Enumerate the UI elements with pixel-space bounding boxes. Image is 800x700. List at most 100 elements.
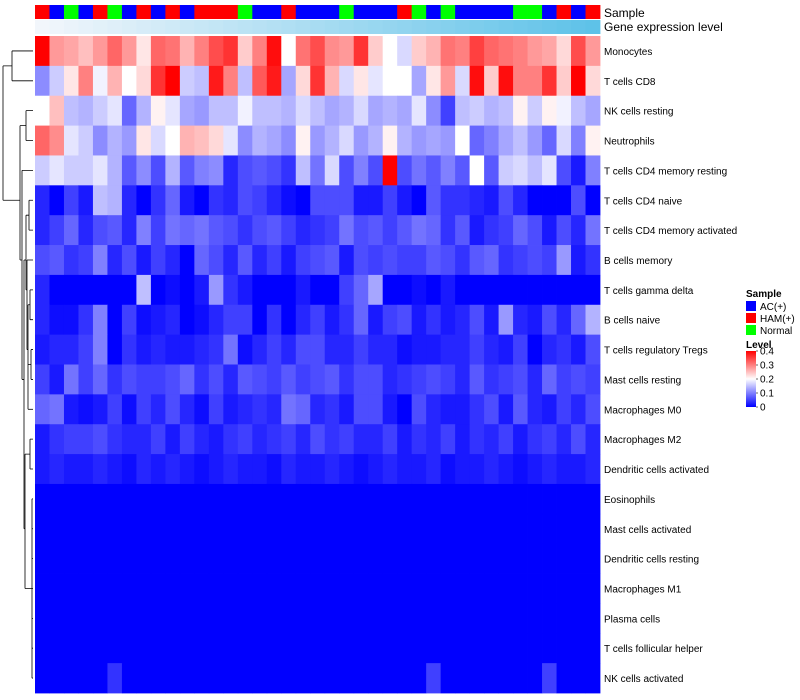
expression-cell <box>266 20 282 34</box>
heatmap-cell <box>469 573 485 604</box>
sample-cell <box>527 5 543 19</box>
heatmap-cell <box>121 513 137 545</box>
heatmap-cell <box>310 394 326 425</box>
heatmap-cell <box>136 304 152 336</box>
heatmap-cell <box>78 633 94 664</box>
heatmap-cell <box>35 483 50 515</box>
heatmap-cell <box>426 394 442 425</box>
expression-cell <box>107 20 123 34</box>
heatmap-cell <box>281 245 297 276</box>
heatmap-cell <box>585 543 601 574</box>
heatmap-cell <box>63 573 79 604</box>
heatmap-cell <box>426 304 442 336</box>
heatmap-cell <box>542 424 557 455</box>
heatmap-cell <box>382 65 398 97</box>
heatmap-cell <box>585 663 601 694</box>
heatmap-cell <box>194 155 210 186</box>
heatmap-cell <box>339 394 355 425</box>
row-label: NK cells resting <box>604 107 673 118</box>
heatmap-cell <box>136 65 152 97</box>
heatmap-cell <box>527 125 543 156</box>
dendrogram-branch <box>19 125 26 261</box>
heatmap-cell <box>353 454 369 485</box>
heatmap-cell <box>194 394 210 425</box>
heatmap-cell <box>194 483 210 515</box>
heatmap-cell <box>571 215 586 246</box>
heatmap-cell <box>165 334 181 365</box>
sample-cell <box>469 5 485 19</box>
heatmap-cell <box>426 603 442 634</box>
heatmap-cell <box>310 215 326 246</box>
heatmap-cell <box>121 424 137 455</box>
heatmap-cell <box>527 424 543 455</box>
row-label: Mast cells resting <box>604 375 681 386</box>
heatmap-cell <box>281 573 297 604</box>
heatmap-cell <box>266 483 282 515</box>
heatmap-cell <box>353 245 369 276</box>
heatmap-cell <box>513 663 528 694</box>
heatmap-cell <box>194 125 210 156</box>
heatmap-cell <box>571 95 586 126</box>
heatmap-cell <box>426 334 442 365</box>
heatmap-cell <box>382 274 398 306</box>
heatmap-cell <box>107 125 123 156</box>
heatmap-cell <box>136 483 152 515</box>
heatmap-cell <box>353 513 369 545</box>
heatmap-cell <box>469 633 485 664</box>
heatmap-cell <box>585 185 601 216</box>
heatmap-cell <box>353 603 369 634</box>
heatmap-cell <box>426 513 442 545</box>
heatmap-cell <box>266 245 282 276</box>
heatmap-cell <box>49 125 65 156</box>
heatmap-cell <box>527 95 543 126</box>
heatmap-cell <box>78 155 94 186</box>
sample-cell <box>484 5 499 19</box>
heatmap-cell <box>571 36 586 67</box>
heatmap-cell <box>498 483 514 515</box>
legend-level-title: Level <box>746 340 772 351</box>
heatmap-cell <box>92 454 108 485</box>
row-label: T cells CD4 memory activated <box>604 226 737 237</box>
heatmap-cell <box>194 543 210 574</box>
heatmap-cell <box>527 274 543 306</box>
heatmap-cell <box>92 245 108 276</box>
dendrogram-branch <box>30 349 33 380</box>
heatmap-cell <box>266 454 282 485</box>
heatmap-cell <box>382 215 398 246</box>
heatmap-cell <box>281 364 297 395</box>
heatmap-cell <box>136 245 152 276</box>
heatmap-cell <box>252 334 268 365</box>
legend-swatch <box>746 301 756 311</box>
heatmap-cell <box>92 334 108 365</box>
heatmap-cell <box>107 274 123 306</box>
heatmap-cell <box>78 125 94 156</box>
sample-annotation-label: Sample <box>604 6 645 20</box>
heatmap-cell <box>266 125 282 156</box>
heatmap-cell <box>411 215 427 246</box>
heatmap-cell <box>411 36 427 67</box>
heatmap-cell <box>179 573 195 604</box>
heatmap-cell <box>237 36 253 67</box>
heatmap-cell <box>513 633 528 664</box>
heatmap-cell <box>63 394 79 425</box>
heatmap-cell <box>63 36 79 67</box>
heatmap-cell <box>165 185 181 216</box>
heatmap-cell <box>150 394 166 425</box>
heatmap-cell <box>252 36 268 67</box>
heatmap-cell <box>295 573 311 604</box>
heatmap-cell <box>78 245 94 276</box>
heatmap-cell <box>498 215 514 246</box>
heatmap-cell <box>237 573 253 604</box>
heatmap-cell <box>498 543 514 574</box>
heatmap-cell <box>339 215 355 246</box>
sample-cell <box>208 5 224 19</box>
heatmap-cell <box>252 394 268 425</box>
row-label: Mast cells activated <box>604 525 691 536</box>
heatmap-cell <box>295 65 311 97</box>
heatmap-cell <box>382 424 398 455</box>
heatmap-cell <box>281 304 297 336</box>
heatmap-cell <box>179 513 195 545</box>
row-label: Monocytes <box>604 47 652 58</box>
heatmap-cell <box>194 245 210 276</box>
heatmap-cell <box>194 65 210 97</box>
